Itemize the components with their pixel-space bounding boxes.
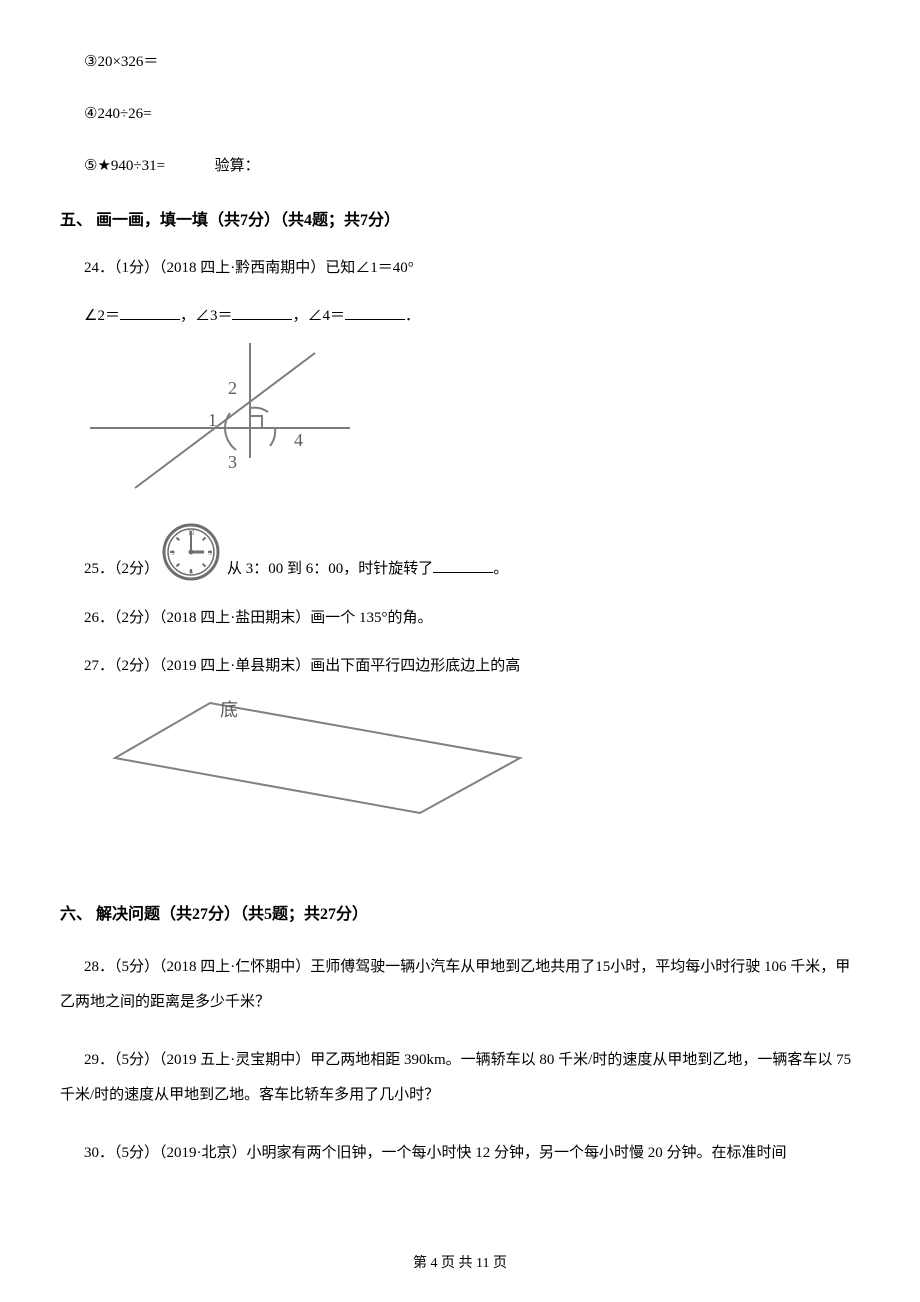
q24-l2-pre: ∠2＝: [84, 308, 120, 324]
page-footer: 第 4 页 共 11 页: [0, 1252, 920, 1272]
svg-text:底: 底: [220, 700, 238, 720]
q27-text: 27．（2分）（2019 四上·单县期末）画出下面平行四边形底边上的高: [60, 654, 860, 678]
svg-text:2: 2: [228, 378, 237, 398]
q25-pre: 25．（2分）: [60, 557, 159, 582]
blank-rotation: [433, 558, 493, 573]
calc-item-4: ④240÷26=: [60, 102, 860, 126]
q24-l2-m1: ，∠3＝: [180, 308, 233, 324]
clock-icon: 12 3 6 9: [161, 522, 221, 582]
calc-item-5: ⑤★940÷31= 验算：: [60, 154, 860, 178]
q25-line: 25．（2分） 12 3 6: [60, 522, 860, 582]
q24-line1: 24．（1分）（2018 四上·黔西南期中）已知∠1＝40°: [60, 256, 860, 280]
svg-text:3: 3: [228, 452, 237, 472]
q24-diagram: 1 2 3 4: [80, 338, 860, 498]
q25-post-a: 从 3：00 到 6：00，时针旋转了: [227, 561, 433, 577]
q27-diagram: 底: [110, 688, 860, 828]
q24-l2-end: ．: [405, 308, 420, 324]
svg-text:4: 4: [294, 430, 303, 450]
svg-text:9: 9: [171, 549, 175, 557]
q28-text: 28．（5分）（2018 四上·仁怀期中）王师傅驾驶一辆小汽车从甲地到乙地共用了…: [60, 950, 860, 1019]
q25-post-b: 。: [493, 561, 508, 577]
calc-item-5b: 验算：: [215, 158, 260, 174]
blank-angle3: [232, 305, 292, 320]
blank-angle4: [345, 305, 405, 320]
q26-text: 26．（2分）（2018 四上·盐田期末）画一个 135°的角。: [60, 606, 860, 630]
svg-text:1: 1: [208, 410, 217, 430]
svg-text:3: 3: [208, 549, 212, 557]
document-page: ③20×326＝ ④240÷26= ⑤★940÷31= 验算： 五、 画一画，填…: [0, 0, 920, 1302]
q29-text: 29．（5分）（2019 五上·灵宝期中）甲乙两地相距 390km。一辆轿车以 …: [60, 1043, 860, 1112]
q30-text: 30．（5分）（2019·北京）小明家有两个旧钟，一个每小时快 12 分钟，另一…: [60, 1136, 860, 1171]
blank-angle2: [120, 305, 180, 320]
section-5-heading: 五、 画一画，填一填（共7分）（共4题；共7分）: [60, 206, 860, 230]
q25-post: 从 3：00 到 6：00，时针旋转了 。: [227, 557, 508, 582]
q24-line2: ∠2＝ ，∠3＝ ，∠4＝ ．: [60, 304, 860, 328]
svg-text:6: 6: [189, 568, 193, 576]
q24-l2-m2: ，∠4＝: [292, 308, 345, 324]
section-6-heading: 六、 解决问题（共27分）（共5题；共27分）: [60, 900, 860, 924]
calc-item-5a: ⑤★940÷31=: [84, 158, 165, 174]
calc-item-3: ③20×326＝: [60, 50, 860, 74]
